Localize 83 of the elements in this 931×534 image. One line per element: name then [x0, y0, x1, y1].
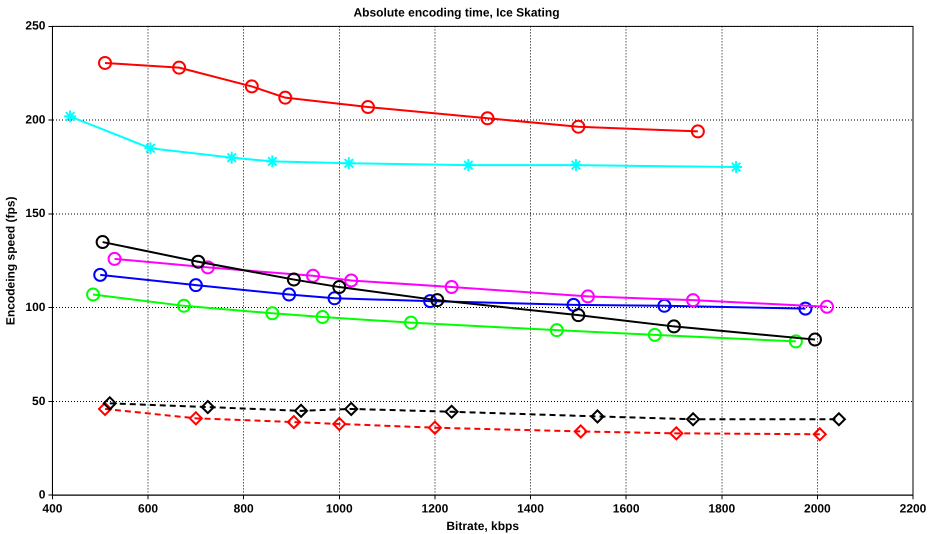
- point: [286, 415, 301, 430]
- point: [176, 298, 191, 313]
- chart-title: Absolute encoding time, Ice Skating: [353, 6, 560, 20]
- point: [423, 294, 438, 308]
- point: [444, 280, 459, 294]
- x-axis-title: Bitrate, kbps: [446, 519, 520, 534]
- x-tick-label: 1600: [612, 502, 640, 516]
- point: [812, 427, 827, 442]
- point: [590, 409, 604, 424]
- point: [648, 328, 662, 342]
- point: [729, 160, 744, 174]
- point: [224, 150, 239, 165]
- point: [428, 420, 442, 435]
- point: [666, 319, 681, 334]
- point: [686, 293, 700, 308]
- point: [286, 272, 301, 287]
- y-tick-label: 200: [25, 112, 46, 126]
- point: [690, 124, 705, 138]
- y-tick-label: 0: [38, 488, 46, 502]
- point: [93, 268, 108, 282]
- x-tick-label: 400: [42, 502, 63, 516]
- point: [200, 400, 215, 414]
- x-tick-label: 1800: [708, 502, 736, 516]
- point: [278, 90, 292, 105]
- y-tick-label: 50: [32, 394, 46, 408]
- x-tick-label: 1400: [517, 502, 544, 516]
- point: [798, 302, 812, 316]
- point: [188, 411, 203, 426]
- point: [294, 404, 308, 418]
- point: [686, 412, 700, 426]
- point: [108, 252, 122, 266]
- point: [832, 412, 846, 426]
- point: [86, 288, 100, 302]
- x-tick-label: 1000: [326, 502, 353, 516]
- point: [360, 100, 375, 114]
- point: [461, 158, 476, 172]
- point: [657, 298, 672, 313]
- y-axis-title: Encodeing speed (fps): [4, 196, 18, 326]
- point: [143, 141, 158, 156]
- point: [480, 111, 494, 126]
- point: [571, 308, 586, 322]
- x-tick-label: 2200: [900, 502, 927, 516]
- point: [316, 310, 330, 324]
- point: [444, 404, 459, 419]
- point: [574, 424, 588, 438]
- point: [98, 56, 112, 70]
- x-tick-label: 800: [234, 502, 254, 516]
- point: [191, 254, 206, 269]
- x-tick-label: 2000: [804, 502, 832, 516]
- point: [571, 120, 586, 134]
- point: [265, 154, 280, 168]
- y-tick-label: 100: [25, 300, 46, 314]
- point: [669, 426, 684, 440]
- point: [580, 289, 595, 304]
- point: [244, 79, 259, 94]
- point: [332, 416, 346, 431]
- y-tick-label: 150: [25, 206, 46, 220]
- point: [172, 60, 186, 75]
- x-tick-label: 1200: [422, 502, 449, 516]
- y-tick-label: 250: [25, 18, 46, 33]
- point: [200, 260, 215, 274]
- point: [788, 334, 803, 348]
- point: [430, 293, 444, 308]
- point: [332, 280, 346, 294]
- point: [820, 300, 834, 314]
- point: [306, 268, 320, 283]
- point: [568, 158, 583, 172]
- point: [328, 291, 342, 306]
- x-tick-label: 600: [138, 502, 158, 516]
- point: [63, 109, 78, 124]
- point: [808, 332, 822, 347]
- point: [550, 323, 564, 338]
- point: [344, 402, 358, 416]
- point: [342, 156, 356, 170]
- point: [96, 235, 110, 250]
- point: [98, 402, 112, 416]
- point: [102, 396, 117, 410]
- point: [404, 316, 418, 330]
- point: [344, 273, 358, 288]
- point: [566, 298, 581, 312]
- point: [282, 288, 296, 302]
- point: [188, 278, 203, 292]
- point: [265, 306, 280, 320]
